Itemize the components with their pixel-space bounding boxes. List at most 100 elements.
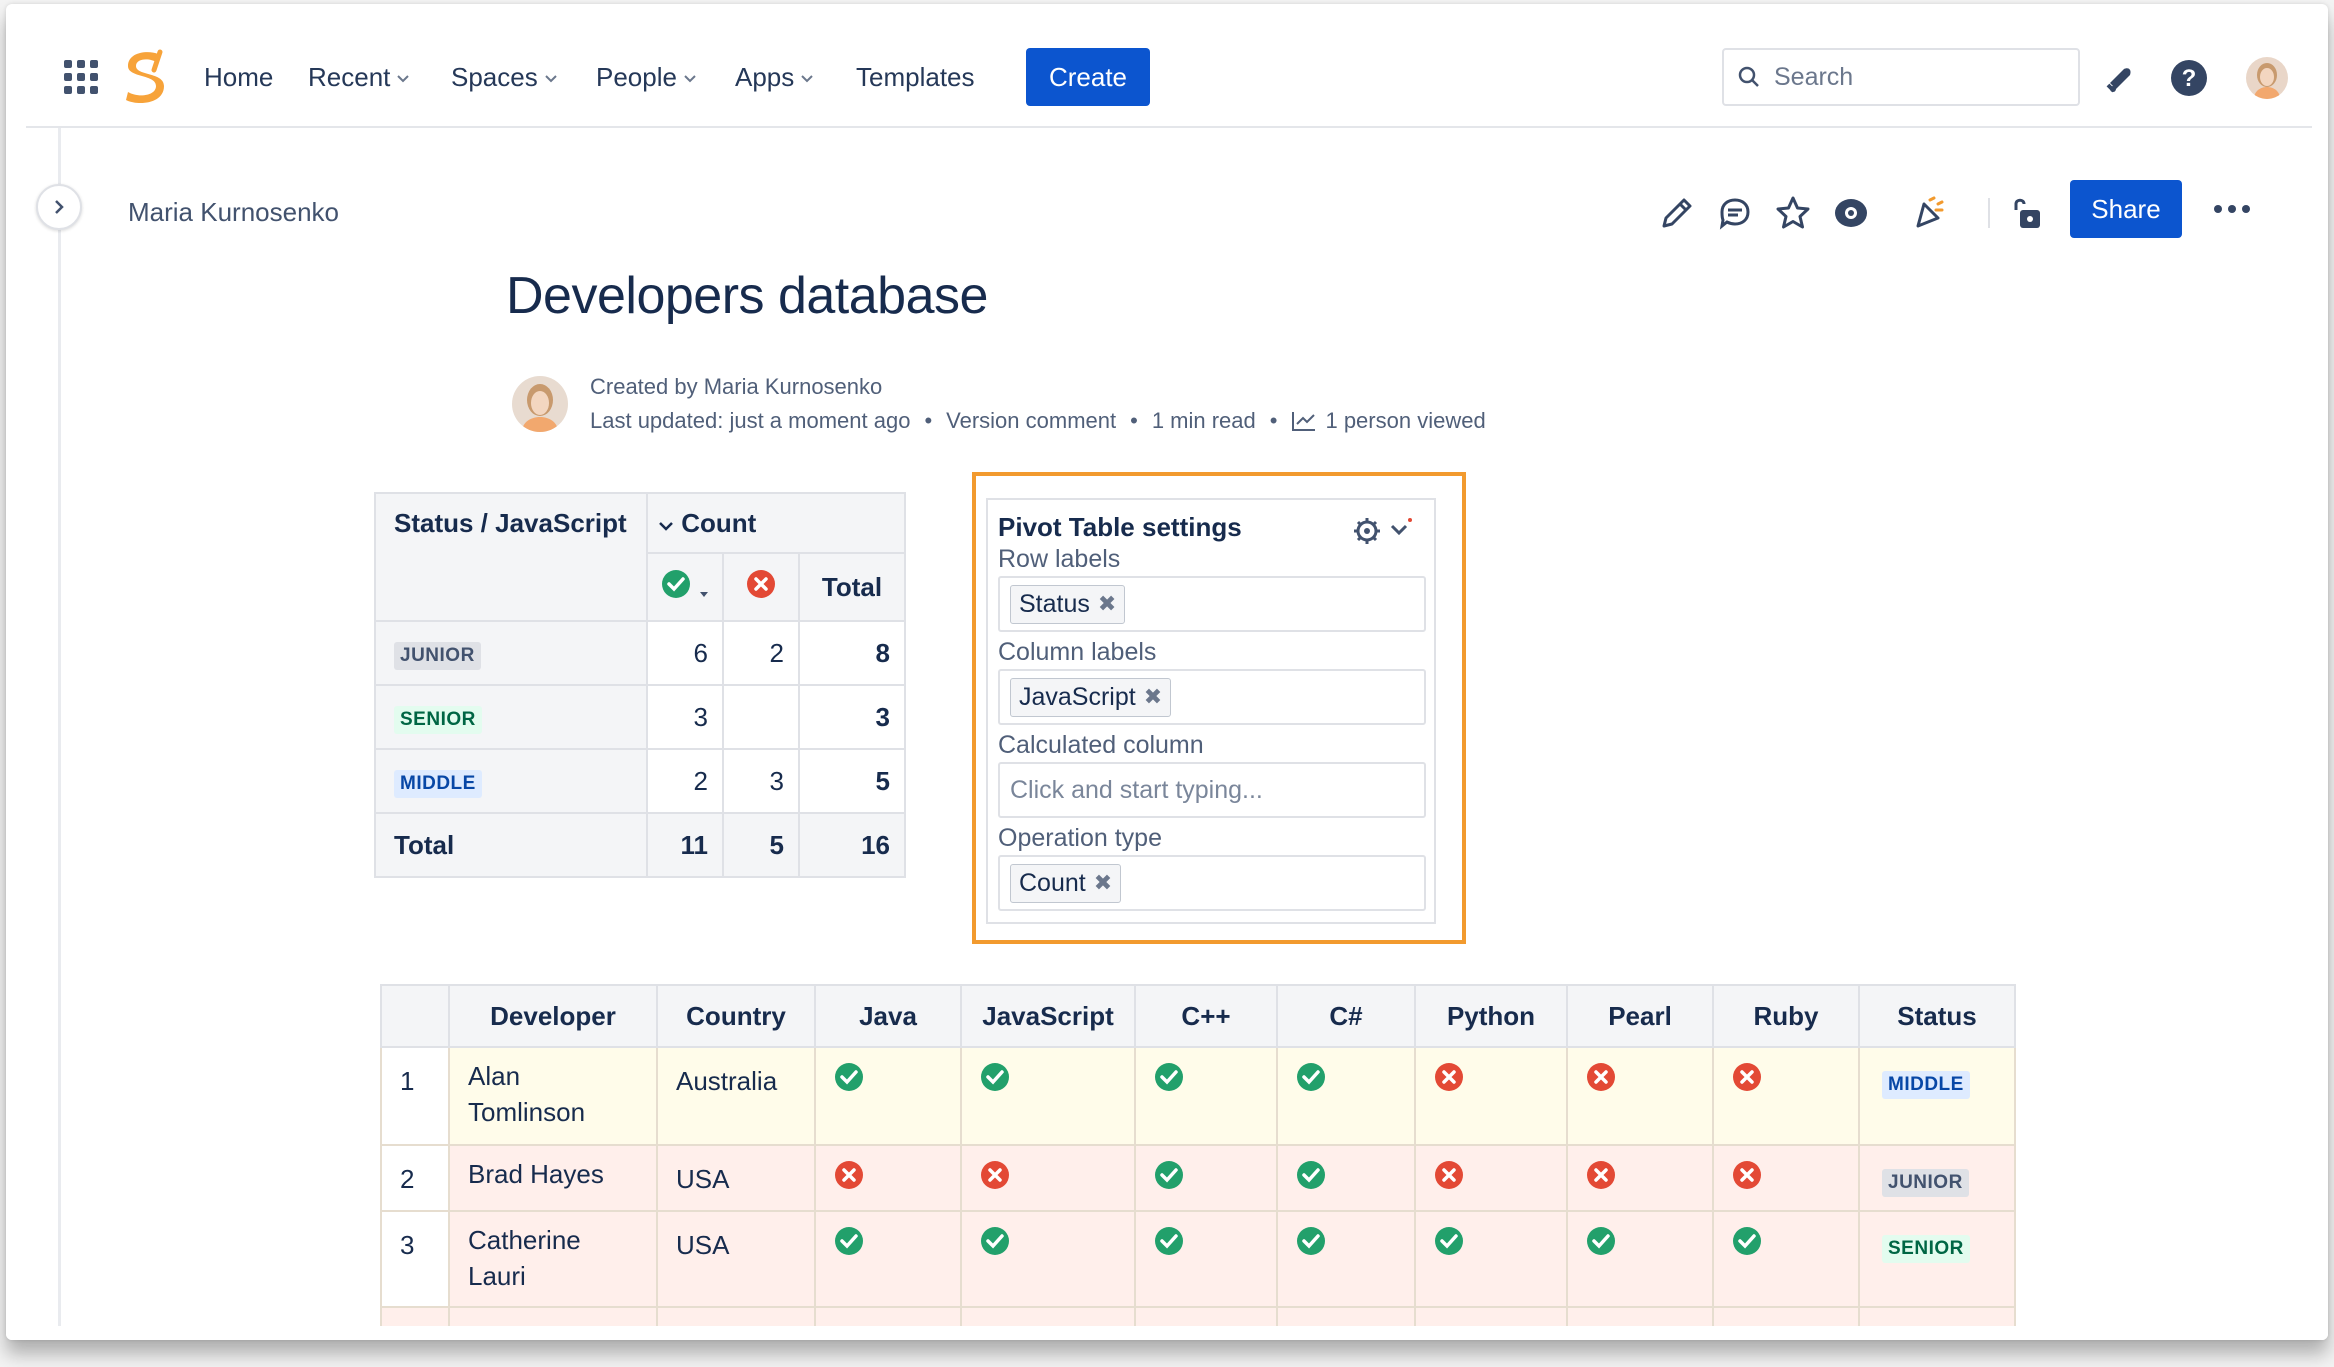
column-header[interactable]: JavaScript — [960, 984, 1136, 1048]
calculated-column-title: Calculated column — [998, 731, 1204, 759]
expand-sidebar-button[interactable] — [36, 184, 82, 230]
collapse-chevron-icon[interactable] — [1388, 516, 1414, 542]
edit-icon[interactable] — [1658, 194, 1696, 232]
pivot-corner-header: Status / JavaScript — [374, 492, 648, 622]
developer-name-line: Tomlinson — [468, 1097, 586, 1127]
column-header[interactable]: C# — [1276, 984, 1416, 1048]
skill-cell[interactable] — [1276, 1046, 1416, 1146]
skill-cell[interactable] — [1414, 1210, 1568, 1308]
skill-cell[interactable] — [1566, 1046, 1714, 1146]
skill-cell[interactable] — [960, 1046, 1136, 1146]
column-header[interactable]: Country — [656, 984, 816, 1048]
column-header[interactable]: C++ — [1134, 984, 1278, 1048]
check-circle-icon — [1733, 1227, 1761, 1255]
column-header[interactable]: Status — [1858, 984, 2016, 1048]
confluence-logo-icon[interactable] — [118, 48, 172, 106]
gear-icon[interactable] — [1352, 516, 1382, 546]
row-labels-field[interactable]: Status ✖ — [998, 576, 1426, 632]
skill-cell[interactable] — [1566, 1144, 1714, 1212]
calculated-column-input[interactable]: Click and start typing... — [998, 762, 1426, 818]
skill-cell[interactable] — [1414, 1046, 1568, 1146]
create-button[interactable]: Create — [1026, 48, 1150, 106]
remove-chip-icon[interactable]: ✖ — [1093, 870, 1113, 895]
skill-cell[interactable] — [1134, 1210, 1278, 1308]
help-icon[interactable]: ? — [2170, 59, 2208, 97]
nav-people[interactable]: People — [596, 62, 697, 93]
skill-cell[interactable] — [1134, 1144, 1278, 1212]
nav-apps-label: Apps — [735, 62, 795, 92]
remove-chip-icon[interactable]: ✖ — [1097, 591, 1117, 616]
pivot-col-unchecked[interactable] — [722, 552, 800, 622]
created-by[interactable]: Created by Maria Kurnosenko — [590, 374, 883, 399]
svg-text:?: ? — [2182, 65, 2197, 92]
pivot-col-checked[interactable] — [646, 552, 724, 622]
skill-cell[interactable] — [814, 1210, 962, 1308]
nav-apps[interactable]: Apps — [735, 62, 814, 93]
operation-chip[interactable]: Count ✖ — [1010, 863, 1122, 903]
nav-home[interactable]: Home — [204, 62, 273, 93]
row-label-chip[interactable]: Status ✖ — [1010, 584, 1126, 624]
developer-name-cell[interactable]: Brad Hayes — [448, 1144, 658, 1212]
column-header[interactable]: Java — [814, 984, 962, 1048]
app-switcher-icon[interactable] — [64, 60, 98, 94]
check-circle-icon — [1435, 1227, 1463, 1255]
country-cell[interactable]: Australia — [656, 1046, 816, 1146]
nav-home-label: Home — [204, 62, 274, 92]
breadcrumb[interactable]: Maria Kurnosenko — [128, 197, 339, 227]
cross-circle-icon — [747, 569, 775, 598]
nav-recent[interactable]: Recent — [308, 62, 410, 93]
comment-icon[interactable] — [1716, 194, 1754, 232]
nav-templates[interactable]: Templates — [856, 62, 975, 93]
column-header[interactable]: Python — [1414, 984, 1568, 1048]
column-labels-field[interactable]: JavaScript ✖ — [998, 669, 1426, 725]
chevron-right-icon — [55, 200, 64, 214]
column-label-chip[interactable]: JavaScript ✖ — [1010, 677, 1172, 717]
table-cell — [448, 1306, 658, 1328]
cross-circle-icon — [1435, 1063, 1463, 1091]
watch-icon[interactable] — [1832, 194, 1870, 232]
status-cell[interactable]: SENIOR — [1858, 1210, 2016, 1308]
column-header[interactable]: Pearl — [1566, 984, 1714, 1048]
column-header[interactable]: Developer — [448, 984, 658, 1048]
count-header-label: Count — [681, 507, 757, 538]
more-actions-icon[interactable] — [2212, 202, 2252, 216]
skill-cell[interactable] — [1276, 1210, 1416, 1308]
version-comment[interactable]: Version comment — [946, 408, 1117, 433]
operation-type-field[interactable]: Count ✖ — [998, 855, 1426, 911]
country-cell[interactable]: USA — [656, 1144, 816, 1212]
separator: • — [1269, 408, 1278, 433]
search-input[interactable]: Search — [1722, 48, 2080, 106]
skill-cell[interactable] — [1712, 1144, 1860, 1212]
skill-cell[interactable] — [1712, 1210, 1860, 1308]
last-updated[interactable]: Last updated: just a moment ago — [590, 408, 911, 433]
skill-cell[interactable] — [1276, 1144, 1416, 1212]
developer-name-cell[interactable]: Alan Tomlinson — [448, 1046, 658, 1146]
user-avatar[interactable] — [2246, 57, 2288, 99]
developer-name-cell[interactable]: Catherine Lauri — [448, 1210, 658, 1308]
skill-cell[interactable] — [960, 1210, 1136, 1308]
skill-cell[interactable] — [1134, 1046, 1278, 1146]
viewers-count[interactable]: 1 person viewed — [1325, 408, 1486, 433]
celebrate-icon[interactable] — [1910, 194, 1948, 232]
skill-cell[interactable] — [1566, 1210, 1714, 1308]
star-icon[interactable] — [1774, 194, 1812, 232]
unlock-icon[interactable] — [2008, 194, 2046, 232]
pivot-count-header[interactable]: Count — [646, 492, 906, 554]
country-cell[interactable]: USA — [656, 1210, 816, 1308]
author-avatar[interactable] — [512, 376, 568, 432]
status-cell[interactable]: JUNIOR — [1858, 1144, 2016, 1212]
remove-chip-icon[interactable]: ✖ — [1143, 684, 1163, 709]
column-header[interactable]: Ruby — [1712, 984, 1860, 1048]
notifications-icon[interactable] — [2102, 59, 2140, 97]
skill-cell[interactable] — [814, 1046, 962, 1146]
skill-cell[interactable] — [1414, 1144, 1568, 1212]
skill-cell[interactable] — [814, 1144, 962, 1212]
share-button[interactable]: Share — [2070, 180, 2182, 238]
nav-spaces[interactable]: Spaces — [451, 62, 558, 93]
pivot-row-total: 5 — [798, 748, 906, 814]
skill-cell[interactable] — [1712, 1046, 1860, 1146]
skill-cell[interactable] — [960, 1144, 1136, 1212]
pivot-cell: 3 — [646, 684, 724, 750]
cross-circle-icon — [835, 1161, 863, 1189]
status-cell[interactable]: MIDDLE — [1858, 1046, 2016, 1146]
